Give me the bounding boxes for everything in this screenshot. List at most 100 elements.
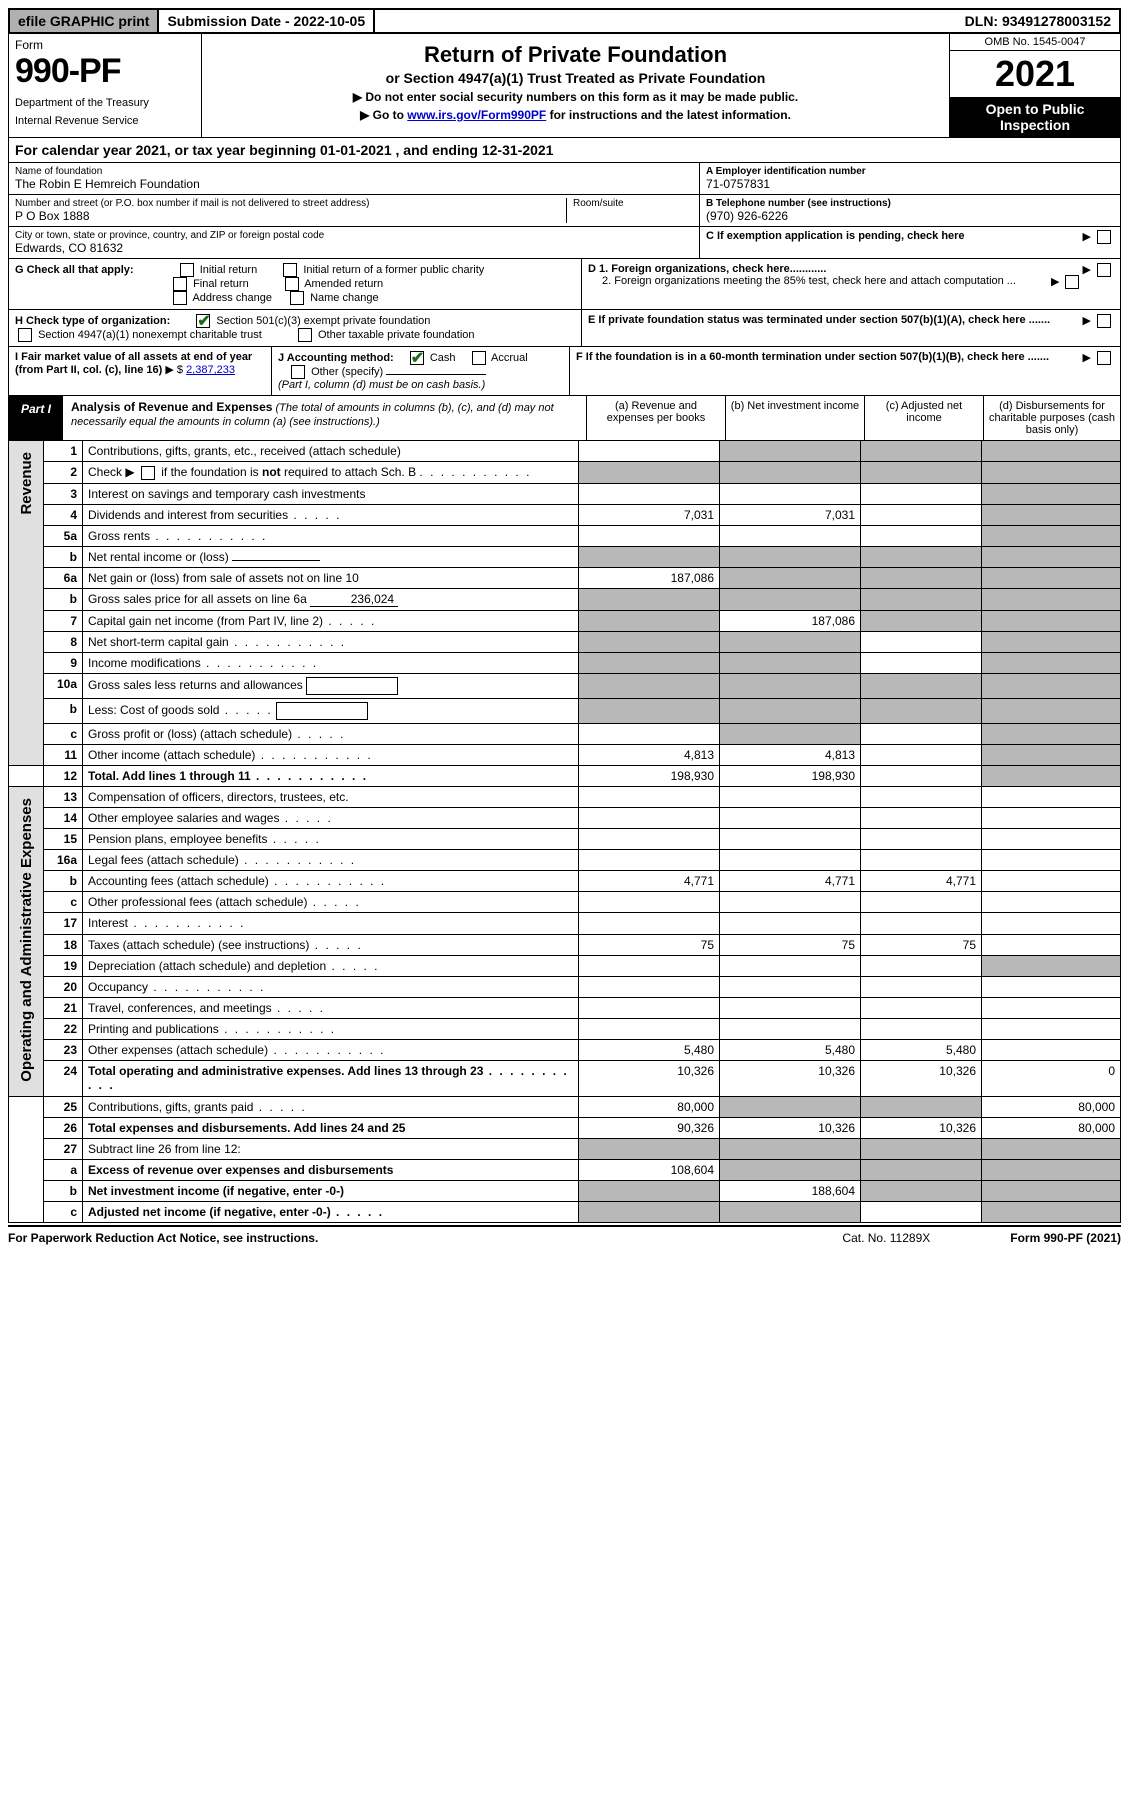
cat-no: Cat. No. 11289X [842, 1231, 930, 1245]
row-23-c: 5,480 [861, 1040, 982, 1061]
row-3-desc: Interest on savings and temporary cash i… [83, 483, 579, 504]
g-label: G Check all that apply: [15, 264, 134, 276]
paperwork-notice: For Paperwork Reduction Act Notice, see … [8, 1231, 318, 1245]
chk-amended[interactable] [285, 277, 299, 291]
row-20-desc: Occupancy [83, 976, 579, 997]
row-6a-num: 6a [44, 567, 83, 588]
row-24-desc: Total operating and administrative expen… [83, 1061, 579, 1096]
row-6a-a: 187,086 [579, 567, 720, 588]
chk-501c3[interactable] [196, 314, 210, 328]
part1-label: Part I [9, 396, 63, 440]
section-f: F If the foundation is in a 60-month ter… [570, 347, 1120, 395]
chk-addr[interactable] [173, 291, 187, 305]
city-label: City or town, state or province, country… [15, 230, 693, 241]
chk-4947[interactable] [18, 328, 32, 342]
e-label: E If private foundation status was termi… [588, 314, 1050, 326]
section-d: D 1. Foreign organizations, check here..… [582, 259, 1120, 309]
row-18-desc: Taxes (attach schedule) (see instruction… [83, 934, 579, 955]
row-7-b: 187,086 [720, 610, 861, 631]
row-27a-num: a [44, 1159, 83, 1180]
row-24-c: 10,326 [861, 1061, 982, 1096]
row-27a-a: 108,604 [579, 1159, 720, 1180]
row-27-desc: Subtract line 26 from line 12: [83, 1138, 579, 1159]
row-20-num: 20 [44, 976, 83, 997]
top-bar: efile GRAPHIC print Submission Date - 20… [8, 8, 1121, 34]
row-16b-c: 4,771 [861, 871, 982, 892]
part1-table: Revenue 1 Contributions, gifts, grants, … [8, 441, 1121, 1223]
side-expenses: Operating and Administrative Expenses [16, 790, 37, 1090]
footer: For Paperwork Reduction Act Notice, see … [8, 1225, 1121, 1249]
e-checkbox[interactable] [1097, 314, 1111, 328]
row-10b-num: b [44, 698, 83, 723]
row-17-num: 17 [44, 913, 83, 934]
chk-final[interactable] [173, 277, 187, 291]
row-4-desc: Dividends and interest from securities [83, 504, 579, 525]
d1-checkbox[interactable] [1097, 263, 1111, 277]
row-27a-desc: Excess of revenue over expenses and disb… [83, 1159, 579, 1180]
opt-initial: Initial return [200, 264, 257, 276]
row-18-b: 75 [720, 934, 861, 955]
part1-header: Part I Analysis of Revenue and Expenses … [8, 396, 1121, 441]
row-12-a: 198,930 [579, 765, 720, 786]
col-d-header: (d) Disbursements for charitable purpose… [983, 396, 1120, 440]
row-2-num: 2 [44, 462, 83, 484]
chk-accrual[interactable] [472, 351, 486, 365]
fmv-value[interactable]: 2,387,233 [186, 364, 235, 376]
row-7-desc: Capital gain net income (from Part IV, l… [83, 610, 579, 631]
row-23-num: 23 [44, 1040, 83, 1061]
row-10a-desc: Gross sales less returns and allowances [83, 673, 579, 698]
row-23-desc: Other expenses (attach schedule) [83, 1040, 579, 1061]
section-j: J Accounting method: Cash Accrual Other … [272, 347, 569, 395]
chk-sch-b[interactable] [141, 466, 155, 480]
addr-label: Number and street (or P.O. box number if… [15, 198, 566, 209]
row-5a-num: 5a [44, 525, 83, 546]
row-7-num: 7 [44, 610, 83, 631]
row-18-c: 75 [861, 934, 982, 955]
row-24-d: 0 [982, 1061, 1121, 1096]
row-25-num: 25 [44, 1096, 83, 1117]
chk-cash[interactable] [410, 351, 424, 365]
chk-initial-former[interactable] [283, 263, 297, 277]
row-21-num: 21 [44, 997, 83, 1018]
irs-label: Internal Revenue Service [15, 115, 195, 127]
row-8-num: 8 [44, 631, 83, 652]
chk-other-tax[interactable] [298, 328, 312, 342]
row-5b-num: b [44, 546, 83, 567]
form-word: Form [15, 38, 195, 52]
opt-cash: Cash [430, 352, 456, 364]
row-4-b: 7,031 [720, 504, 861, 525]
room-label: Room/suite [573, 198, 693, 209]
row-26-a: 90,326 [579, 1117, 720, 1138]
form-link[interactable]: www.irs.gov/Form990PF [407, 108, 546, 122]
row-23-a: 5,480 [579, 1040, 720, 1061]
col-a-header: (a) Revenue and expenses per books [586, 396, 725, 440]
foundation-name: The Robin E Hemreich Foundation [15, 177, 693, 191]
section-g: G Check all that apply: Initial return I… [9, 259, 582, 309]
row-12-num: 12 [44, 765, 83, 786]
d2-checkbox[interactable] [1065, 275, 1079, 289]
instr2-post: for instructions and the latest informat… [546, 108, 791, 122]
row-11-a: 4,813 [579, 744, 720, 765]
row-22-num: 22 [44, 1019, 83, 1040]
instr-1: ▶ Do not enter social security numbers o… [212, 90, 939, 104]
row-16a-desc: Legal fees (attach schedule) [83, 850, 579, 871]
ein-label: A Employer identification number [706, 166, 1114, 177]
chk-name[interactable] [290, 291, 304, 305]
row-11-desc: Other income (attach schedule) [83, 744, 579, 765]
foundation-city: Edwards, CO 81632 [15, 241, 693, 255]
opt-other-tax: Other taxable private foundation [318, 329, 475, 341]
c-checkbox[interactable] [1097, 230, 1111, 244]
row-14-desc: Other employee salaries and wages [83, 807, 579, 828]
row-16c-desc: Other professional fees (attach schedule… [83, 892, 579, 913]
f-checkbox[interactable] [1097, 351, 1111, 365]
row-11-num: 11 [44, 744, 83, 765]
tax-year: 2021 [950, 51, 1120, 97]
opt-accrual: Accrual [491, 352, 528, 364]
j-label: J Accounting method: [278, 352, 394, 364]
row-5a-desc: Gross rents [83, 525, 579, 546]
phone-label: B Telephone number (see instructions) [706, 198, 1114, 209]
chk-initial[interactable] [180, 263, 194, 277]
row-9-num: 9 [44, 652, 83, 673]
phone-value: (970) 926-6226 [706, 209, 1114, 223]
chk-other-acct[interactable] [291, 365, 305, 379]
